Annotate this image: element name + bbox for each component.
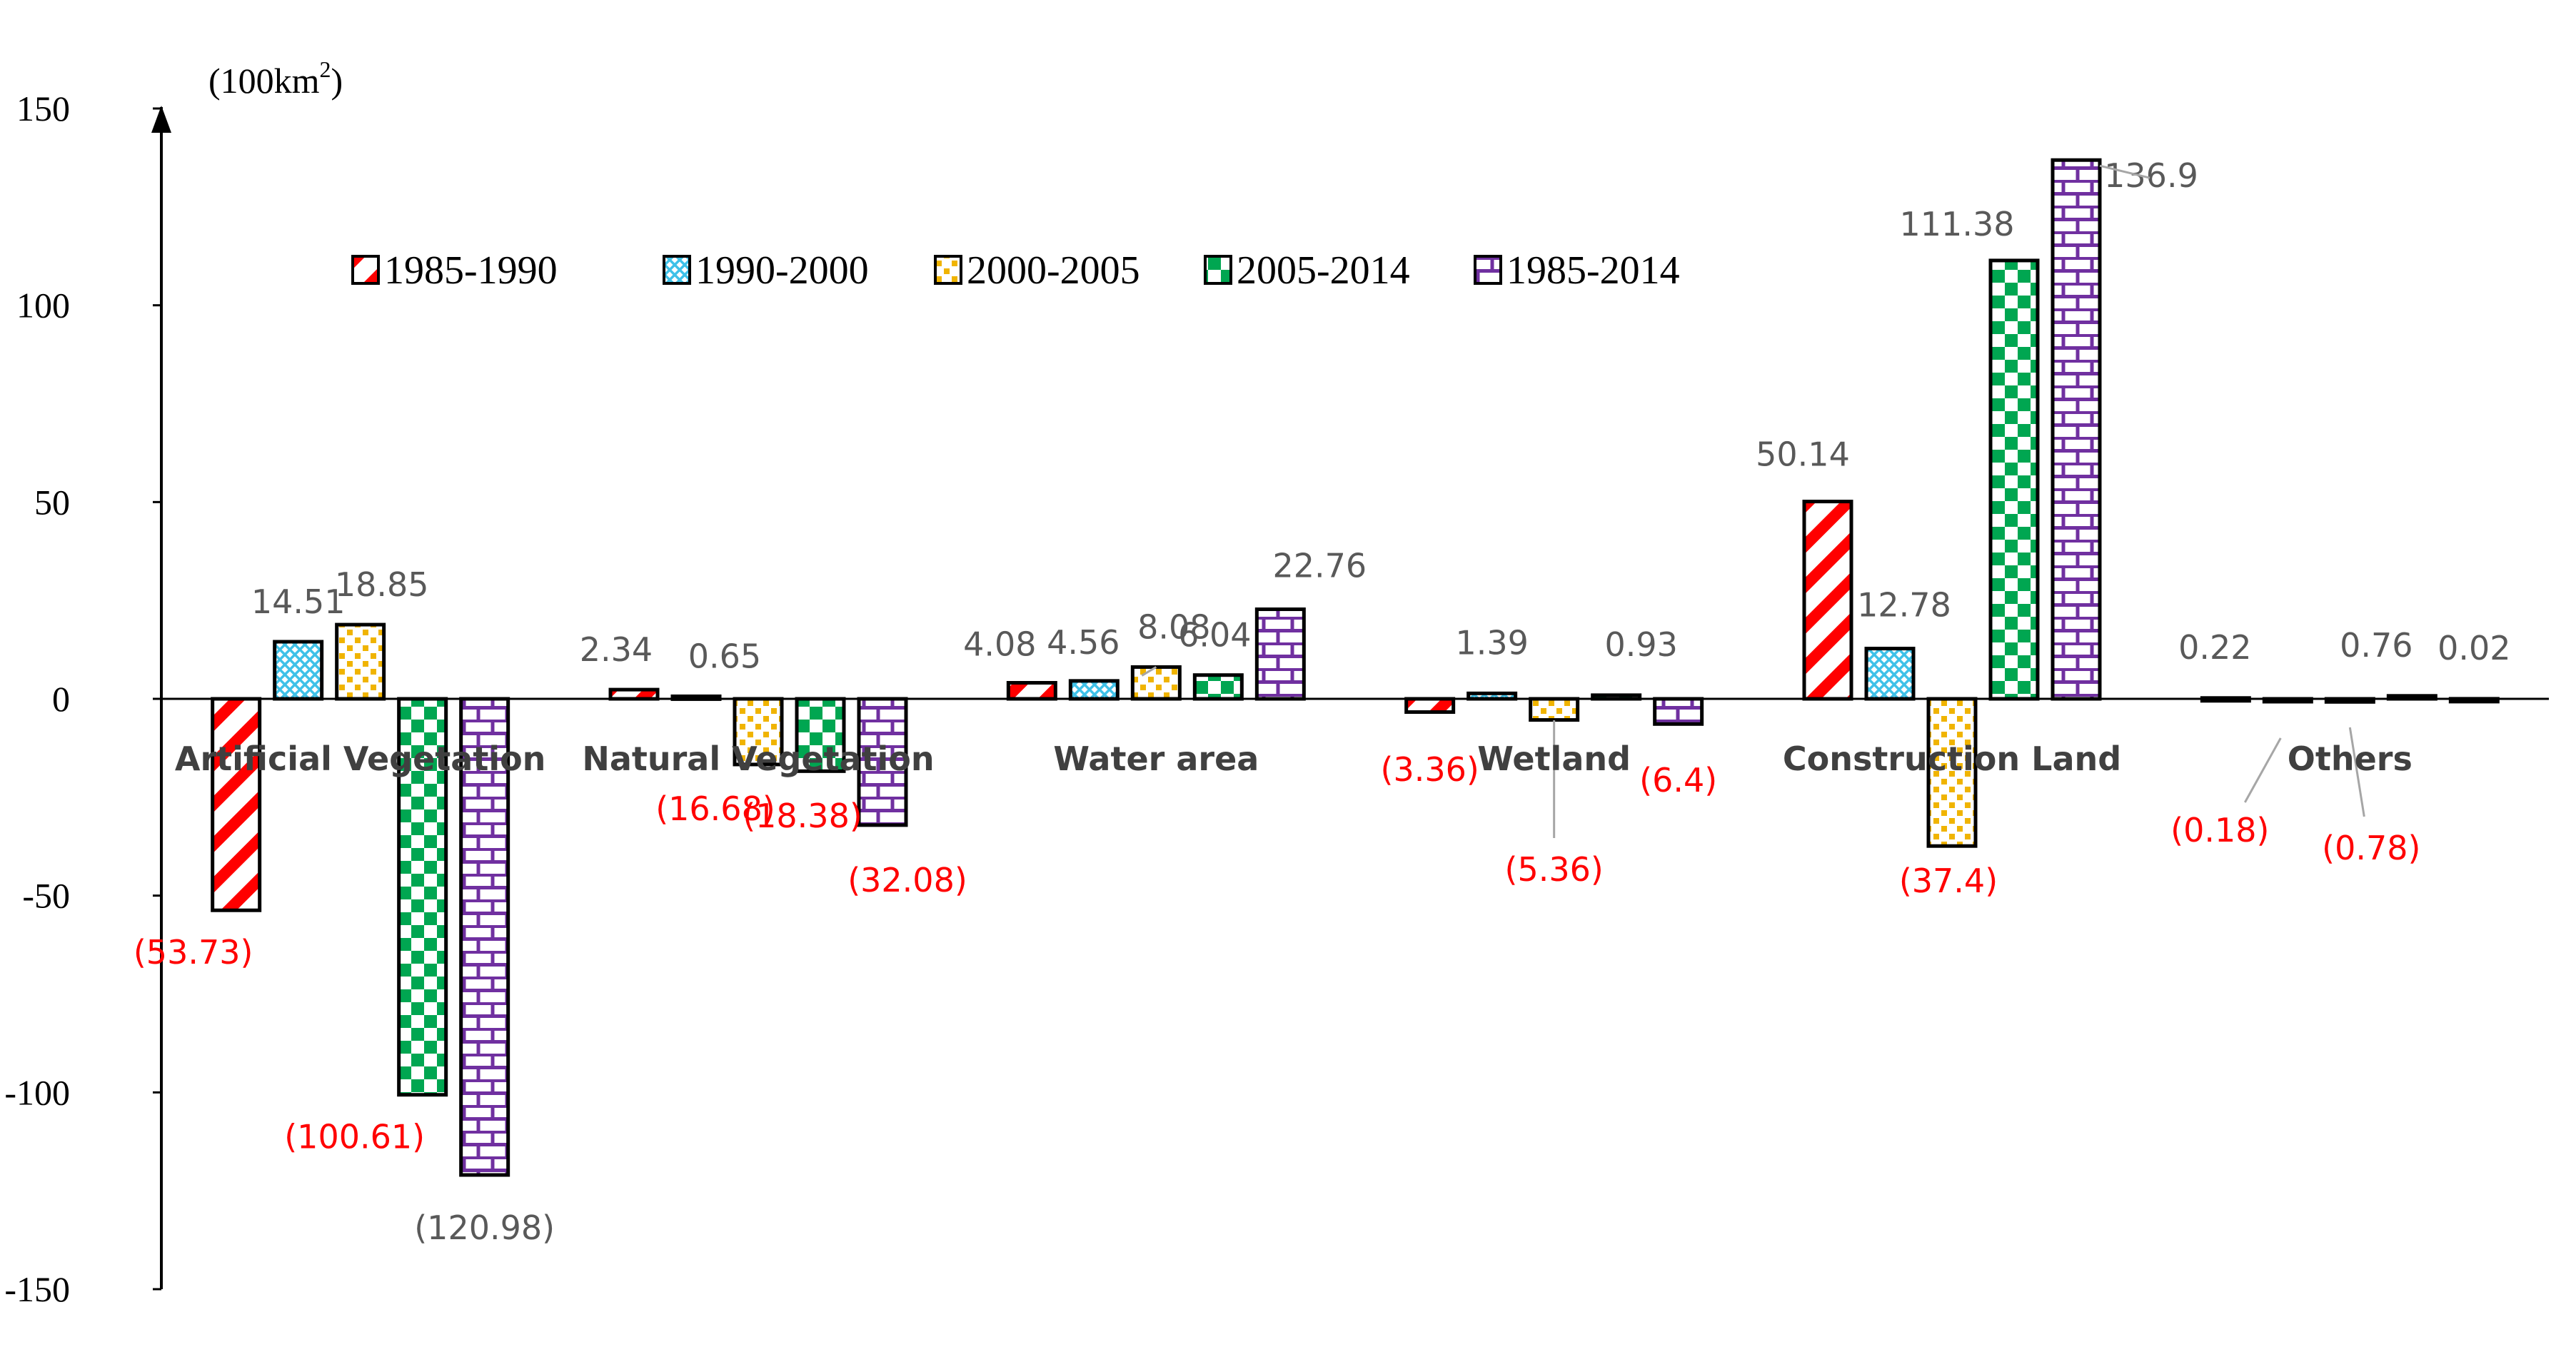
bar [1653,697,1704,726]
bar [1404,697,1456,715]
bar [1006,681,1057,701]
data-label: (37.4) [1899,862,1998,900]
legend-swatch [351,255,380,285]
y-tick-label: 100 [16,286,70,326]
data-label-leader-line [2244,737,2282,803]
bar [1988,258,2040,701]
bar [1130,665,1182,701]
data-label: 14.51 [251,582,346,621]
bar [608,687,660,701]
legend-swatch [1474,255,1502,285]
data-label: (0.18) [2170,811,2269,849]
bar [1529,697,1580,722]
y-tick-label: 150 [16,89,70,128]
legend-entry: 1985-2014 [1474,248,1680,293]
data-label: 4.08 [963,625,1036,664]
y-tick-label: -50 [22,876,70,916]
legend-entry: 2005-2014 [1204,248,1410,293]
legend-entry: 1990-2000 [663,248,869,293]
legend-label: 2000-2005 [967,248,1140,293]
legend-label: 1985-2014 [1506,248,1680,293]
legend-entry: 1985-1990 [351,248,558,293]
y-axis: -150 -100 -50 0 50 100 150 [4,89,171,1309]
bar [2051,158,2102,701]
category-label: Natural Vegetation [582,740,934,778]
data-label: 22.76 [1272,547,1367,585]
data-label: 0.76 [2340,626,2413,665]
legend-label: 1990-2000 [695,248,869,293]
category-label: Wetland [1477,740,1631,778]
data-label: (18.38) [743,797,862,835]
bar [459,697,510,1177]
legend-swatch [934,255,962,285]
unit-label-text: (100km [208,61,320,101]
bar [1192,673,1244,701]
data-label: 12.78 [1857,586,1951,625]
bar [1068,679,1120,701]
legend-entry: 2000-2005 [934,248,1140,293]
category-label: Construction Land [1783,740,2121,778]
data-label: (16.68) [655,789,775,828]
bar [1802,500,1853,701]
legend-label: 1985-1990 [384,248,558,293]
data-label: 50.14 [1756,435,1850,474]
data-label: 2.34 [580,630,653,669]
data-label-leader-line [2348,727,2365,817]
data-label: (6.4) [1639,761,1717,799]
category-label-group: Artificial Vegetation Natural Vegetation W… [175,740,2413,778]
bar-series-2005-2014 [397,258,2437,1097]
data-label: (3.36) [1381,750,1479,789]
unit-label-superscript: 2 [320,56,331,82]
bar [335,622,386,701]
bar [273,640,324,701]
bar [1926,697,1978,848]
data-label: 111.38 [1900,205,2015,243]
data-label: (100.61) [284,1118,425,1156]
data-label: 0.65 [688,637,761,675]
bar-series-1985-2014 [459,158,2500,1177]
data-label: 136.9 [2104,156,2198,195]
y-tick-label: -150 [4,1269,70,1309]
bar-series-2000-2005 [335,622,2375,848]
data-label: 0.93 [1604,625,1677,664]
data-label: 18.85 [335,565,429,604]
unit-label: (100km2) [208,56,343,101]
data-label: (0.78) [2322,829,2420,867]
data-label: (5.36) [1505,850,1604,889]
data-label-leader-line [1141,666,1157,677]
category-label: Water area [1053,740,1259,778]
data-label: 0.02 [2437,629,2510,667]
data-label: 0.22 [2178,628,2251,667]
legend: 1985-1990 1990-2000 2000-2005 2005-2014 1985… [351,248,1680,293]
bar [211,697,262,912]
data-label: 6.04 [1178,616,1251,655]
category-label: Artificial Vegetation [175,740,546,778]
data-label-leader-line [2099,164,2150,179]
legend-swatch [1204,255,1232,285]
bar-series-group [211,158,2500,1177]
data-label: (53.73) [134,933,253,972]
bar [1254,607,1306,701]
bar-series-1985-1990 [211,500,2251,912]
y-tick-label: -100 [4,1072,70,1112]
data-label: 8.08 [1137,607,1210,646]
unit-label-close: ) [331,61,343,101]
legend-swatch [663,255,691,285]
data-label: (120.98) [414,1209,555,1247]
data-label: (32.08) [847,861,967,899]
y-axis-arrowhead [151,106,171,133]
data-label: 4.56 [1047,623,1120,662]
data-label: 1.39 [1455,623,1528,662]
bar [1864,647,1916,701]
legend-label: 2005-2014 [1237,248,1410,293]
y-tick-label: 50 [34,482,70,522]
y-tick-label: 0 [52,679,70,719]
category-label: Others [2288,740,2413,778]
